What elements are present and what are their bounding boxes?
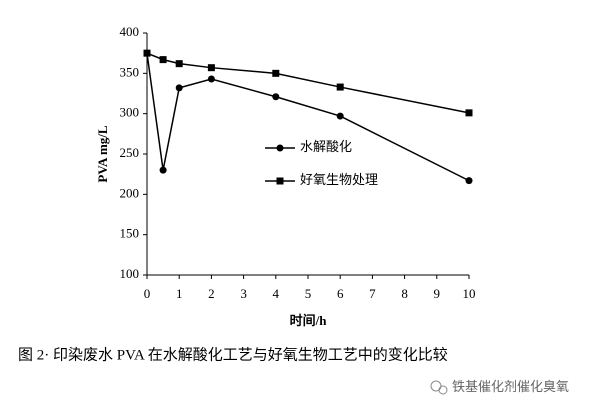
y-tick-label: 250 xyxy=(120,145,140,160)
watermark: 铁基催化剂催化臭氧 xyxy=(452,379,569,394)
data-point xyxy=(272,69,280,77)
x-tick-label: 7 xyxy=(369,286,376,301)
x-tick-label: 9 xyxy=(434,286,441,301)
data-point xyxy=(159,166,167,174)
y-axis-label: PVA mg/L xyxy=(95,125,110,183)
data-point xyxy=(207,64,215,72)
x-tick-label: 5 xyxy=(305,286,312,301)
data-point xyxy=(175,60,183,68)
data-point xyxy=(272,93,280,101)
y-tick-label: 300 xyxy=(120,105,140,120)
y-tick-label: 200 xyxy=(120,185,140,200)
legend-label: 水解酸化 xyxy=(300,139,352,154)
x-tick-label: 4 xyxy=(273,286,280,301)
y-tick-label: 350 xyxy=(120,64,140,79)
data-point xyxy=(465,177,473,185)
x-tick-label: 6 xyxy=(337,286,344,301)
x-tick-label: 8 xyxy=(401,286,408,301)
x-tick-label: 10 xyxy=(463,286,476,301)
x-axis-label: 时间/h xyxy=(290,313,328,328)
caption: 图 2· 印染废水 PVA 在水解酸化工艺与好氧生物工艺中的变化比较 xyxy=(18,345,448,363)
legend-marker xyxy=(276,144,284,152)
legend-label: 好氧生物处理 xyxy=(300,172,378,187)
x-tick-label: 3 xyxy=(240,286,247,301)
y-tick-label: 150 xyxy=(120,226,140,241)
y-tick-label: 100 xyxy=(120,266,140,281)
x-tick-label: 0 xyxy=(144,286,151,301)
watermark-icon xyxy=(430,380,448,395)
data-point xyxy=(336,83,344,91)
data-point xyxy=(465,109,473,117)
data-point xyxy=(175,84,183,92)
series-line xyxy=(146,53,470,182)
x-tick-label: 2 xyxy=(208,286,215,301)
legend-marker xyxy=(276,177,284,185)
x-tick-label: 1 xyxy=(176,286,183,301)
y-tick-label: 400 xyxy=(120,24,140,39)
data-point xyxy=(143,49,151,57)
data-point xyxy=(159,56,167,64)
data-point xyxy=(336,112,344,120)
data-point xyxy=(207,75,215,83)
